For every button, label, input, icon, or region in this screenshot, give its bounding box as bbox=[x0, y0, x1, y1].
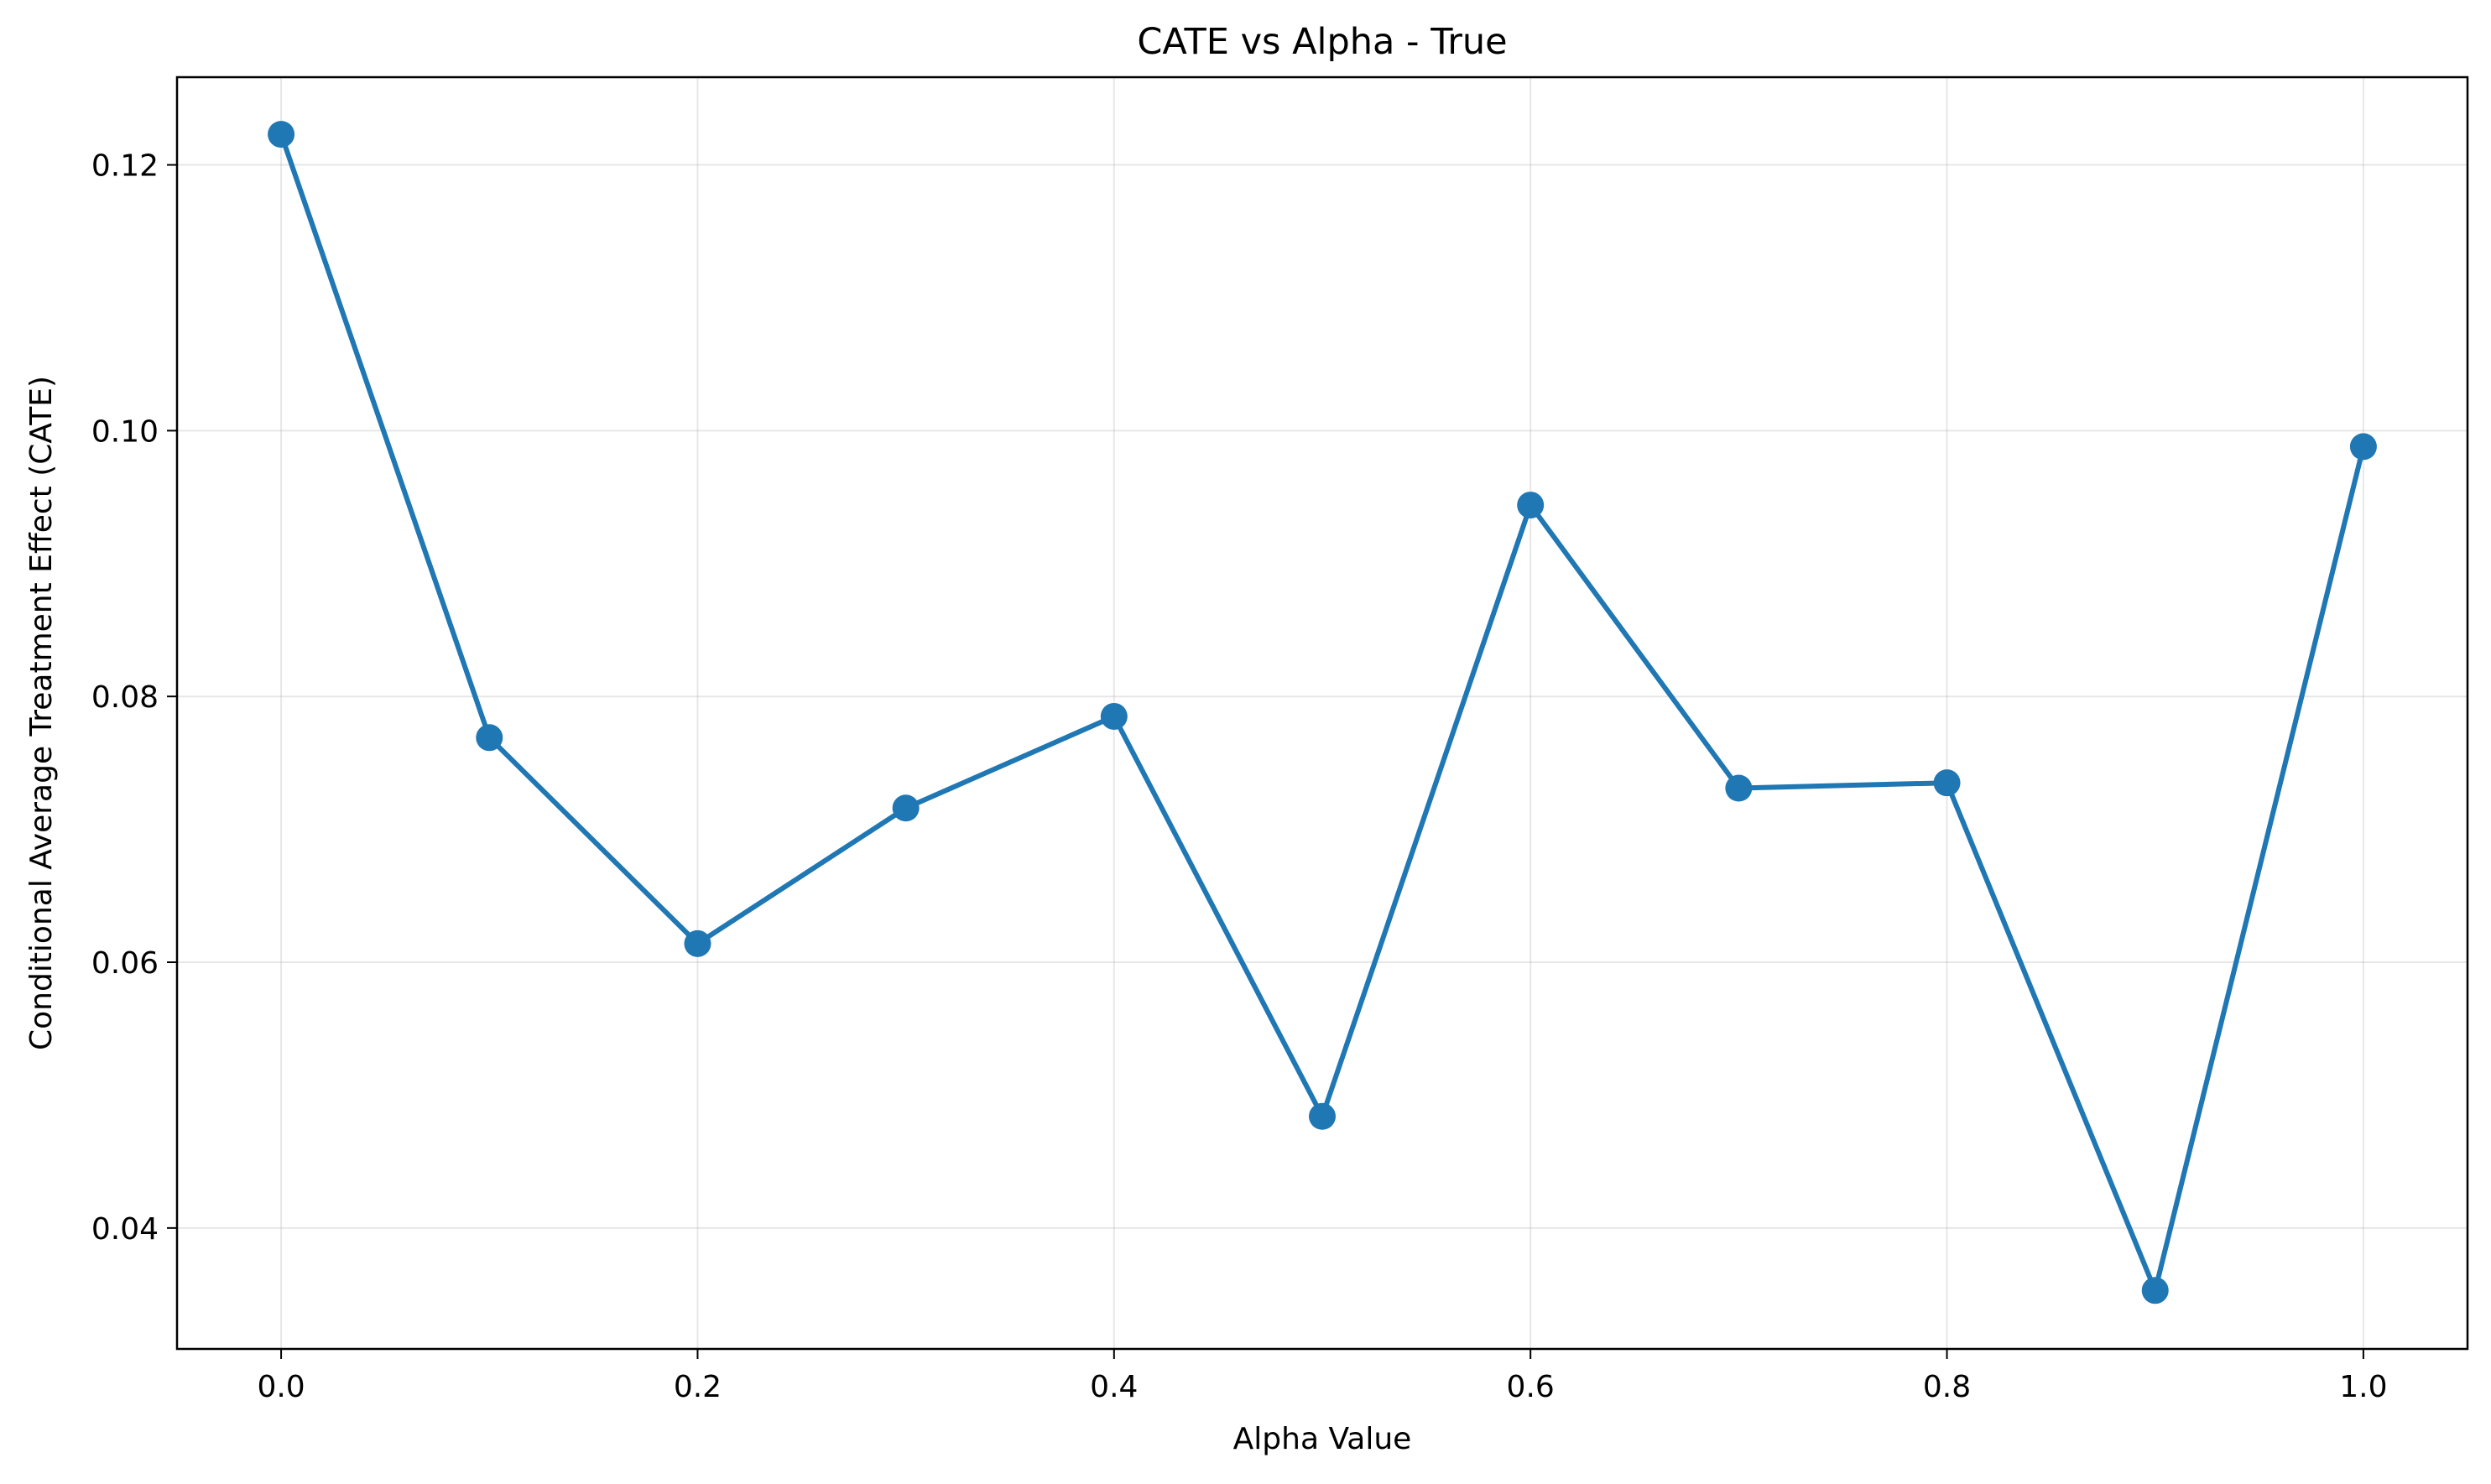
data-point bbox=[2349, 433, 2377, 461]
data-point bbox=[268, 121, 295, 148]
chart-title: CATE vs Alpha - True bbox=[1137, 21, 1507, 63]
data-point bbox=[1517, 492, 1545, 519]
data-point bbox=[2141, 1277, 2169, 1304]
data-point bbox=[1309, 1102, 1336, 1130]
x-tick-label: 0.6 bbox=[1507, 1370, 1555, 1404]
data-point bbox=[476, 724, 503, 752]
x-tick-label: 0.2 bbox=[674, 1370, 722, 1404]
x-axis-label: Alpha Value bbox=[1233, 1422, 1412, 1456]
grid bbox=[177, 77, 2468, 1349]
y-tick-label: 0.10 bbox=[91, 414, 159, 449]
series-layer bbox=[268, 121, 2377, 1304]
y-axis-ticks: 0.04 0.06 0.08 0.10 0.12 bbox=[91, 149, 177, 1247]
x-tick-label: 1.0 bbox=[2339, 1370, 2387, 1404]
data-point bbox=[1933, 769, 1961, 797]
y-tick-label: 0.08 bbox=[91, 680, 159, 715]
x-tick-label: 0.8 bbox=[1923, 1370, 1971, 1404]
data-point bbox=[684, 929, 711, 957]
data-point bbox=[1100, 702, 1128, 730]
x-tick-label: 0.0 bbox=[257, 1370, 305, 1404]
x-axis-ticks: 0.0 0.2 0.4 0.6 0.8 1.0 bbox=[257, 1349, 2388, 1404]
y-tick-label: 0.06 bbox=[91, 946, 159, 981]
axes-frame bbox=[175, 76, 2469, 1351]
y-axis-label: Conditional Average Treatment Effect (CA… bbox=[24, 376, 59, 1050]
x-tick-label: 0.4 bbox=[1090, 1370, 1138, 1404]
data-point bbox=[892, 794, 920, 822]
y-tick-label: 0.12 bbox=[91, 149, 159, 184]
y-tick-label: 0.04 bbox=[91, 1212, 159, 1247]
data-point bbox=[1725, 774, 1753, 802]
